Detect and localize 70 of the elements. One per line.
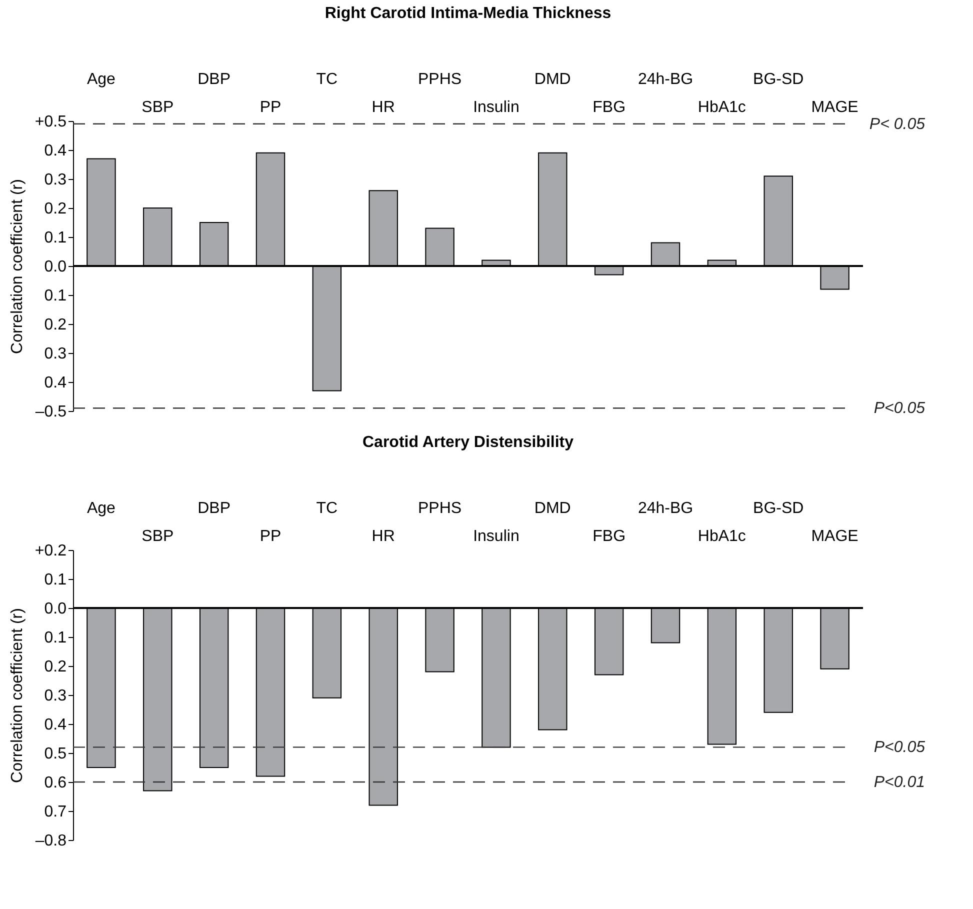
bar [368, 190, 398, 266]
x-tick-label: SBP [142, 99, 174, 116]
x-tick-label: DBP [198, 500, 231, 517]
y-axis-title: Correlation coefficient (r) [8, 179, 26, 354]
y-tick-label: –0.5 [35, 404, 67, 420]
y-tick-label: 0.2 [44, 316, 67, 334]
x-tick-label: BG-SD [753, 71, 804, 88]
x-tick-label: PP [260, 528, 282, 545]
x-tick-label: 24h-BG [638, 500, 694, 517]
x-tick-label: Insulin [473, 528, 520, 545]
bar [425, 228, 454, 266]
y-tick-label: 0.5 [44, 746, 67, 762]
ref-line-label: P< 0.05 [869, 116, 926, 133]
x-tick-label: BG-SD [753, 500, 804, 517]
y-tick-label: 0.2 [44, 658, 67, 676]
ref-line-label: P<0.01 [874, 774, 925, 791]
x-tick-label: MAGE [811, 99, 858, 116]
chart-title: Right Carotid Intima-Media Thickness [324, 5, 612, 22]
y-tick-label: 0.3 [44, 346, 67, 362]
x-tick-label: HbA1c [698, 528, 746, 545]
x-tick-label: PPHS [418, 71, 462, 88]
ref-line-label: P<0.05 [874, 400, 926, 418]
ref-line-label: P<0.05 [874, 739, 926, 756]
x-tick-label: Insulin [473, 99, 520, 116]
bar [199, 222, 229, 266]
y-tick-label: 0.4 [44, 716, 67, 734]
y-tick-label: 0.1 [44, 630, 67, 646]
x-tick-label: DBP [198, 71, 231, 88]
y-tick-label: 0.0 [44, 600, 67, 618]
y-tick-label: 0.1 [44, 288, 67, 304]
x-tick-label: Age [86, 71, 116, 88]
x-tick-label: PP [260, 99, 282, 116]
bar [482, 260, 511, 266]
y-tick-label: +0.5 [34, 114, 67, 130]
y-tick-label: 0.3 [44, 688, 67, 704]
x-tick-label: TC [316, 71, 338, 88]
bar [86, 158, 116, 266]
bar [538, 152, 568, 266]
y-tick-label: 0.0 [44, 258, 67, 276]
chart-title: Carotid Artery Distensibility [362, 434, 574, 451]
x-tick-label: HbA1c [698, 99, 746, 116]
y-tick-label: 0.1 [44, 230, 67, 246]
y-tick-label: –0.8 [35, 832, 67, 850]
x-tick-label: SBP [142, 528, 174, 545]
x-tick-label: DMD [534, 71, 571, 88]
y-tick-label: 0.2 [44, 200, 67, 218]
x-tick-label: Age [86, 500, 116, 517]
x-tick-label: MAGE [811, 528, 858, 545]
x-tick-label: HR [372, 528, 395, 545]
x-tick-label: PPHS [418, 500, 462, 517]
bar [764, 176, 793, 266]
y-tick-label: 0.7 [44, 804, 67, 820]
x-tick-label: HR [372, 99, 395, 116]
x-tick-label: FBG [592, 528, 626, 545]
y-tick-label: 0.1 [44, 572, 67, 588]
y-tick-label: 0.4 [44, 142, 67, 160]
y-tick-label: 0.3 [44, 172, 67, 188]
x-tick-label: TC [316, 500, 338, 517]
x-tick-label: DMD [534, 500, 571, 517]
bar [256, 152, 286, 266]
bar [143, 208, 172, 266]
bar [820, 266, 850, 290]
y-tick-label: 0.4 [44, 374, 67, 392]
y-axis-title: Correlation coefficient (r) [8, 608, 26, 783]
bar [650, 242, 680, 266]
x-tick-label: 24h-BG [638, 71, 694, 88]
bar [312, 266, 342, 392]
y-tick-label: +0.2 [34, 542, 67, 560]
y-tick-label: 0.6 [44, 774, 67, 792]
x-tick-label: FBG [592, 99, 626, 116]
